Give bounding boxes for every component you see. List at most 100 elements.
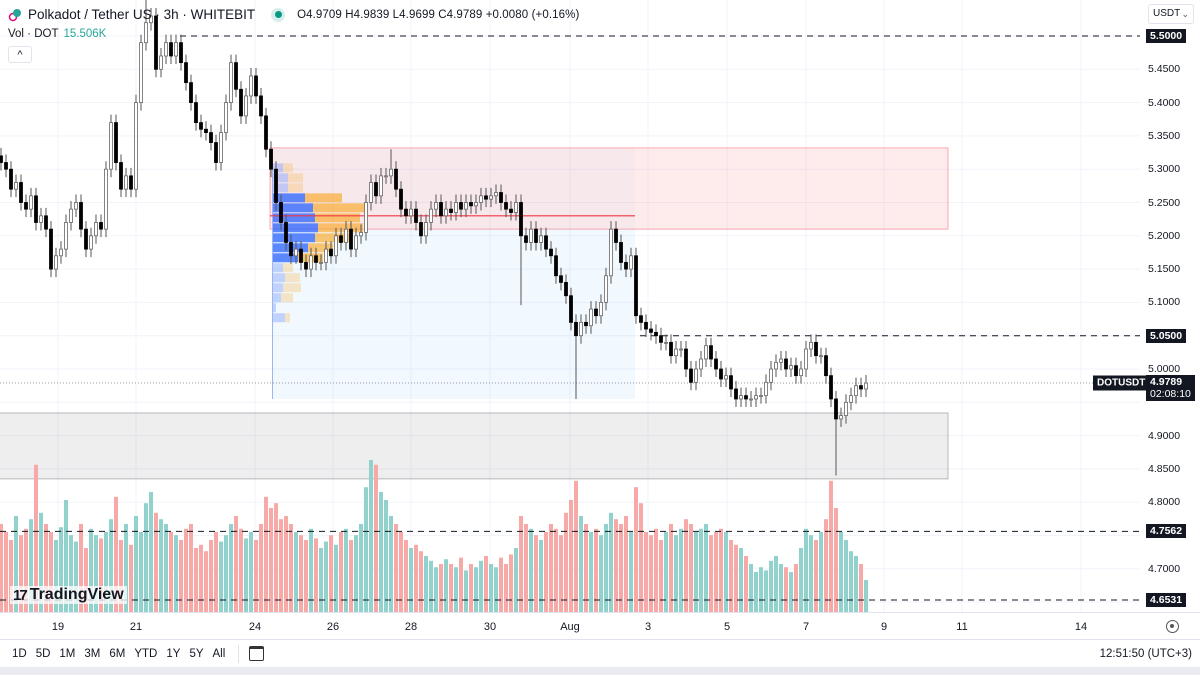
candle-down	[79, 202, 83, 230]
price-tick-label: 5.0000	[1148, 363, 1181, 375]
volume-bar	[314, 538, 318, 612]
candle-down	[654, 331, 658, 337]
volume-bar	[849, 551, 853, 612]
volume-profile-up-bar	[273, 193, 305, 203]
volume-bar	[179, 540, 183, 612]
calendar-goto-icon[interactable]	[249, 646, 264, 661]
volume-bar	[854, 556, 858, 612]
volume-profile-up-bar	[273, 313, 285, 323]
volume-bar	[29, 519, 33, 612]
candle-down	[639, 315, 643, 323]
candle-up	[589, 308, 593, 327]
candle-up	[64, 222, 68, 250]
candle-down	[114, 122, 118, 163]
volume-bar	[319, 548, 323, 612]
candle-up	[424, 222, 428, 237]
time-tick-label: 9	[880, 621, 888, 633]
volume-bar	[214, 532, 218, 612]
range-button-5d[interactable]: 5D	[35, 648, 51, 660]
symbol-title[interactable]: Polkadot / Tether US · 3h · WHITEBIT	[28, 7, 256, 22]
candle-down	[729, 375, 733, 390]
volume-bar	[714, 532, 718, 612]
range-button-1m[interactable]: 1M	[59, 648, 76, 660]
volume-bar	[339, 532, 343, 612]
candle-down	[834, 398, 838, 420]
time-axis[interactable]: 19 21 24 26 28 30 Aug 3 5 7 9 11 14	[0, 612, 1200, 639]
candle-down	[99, 222, 103, 230]
price-tick-label: 5.1500	[1148, 263, 1181, 276]
volume-bar	[799, 548, 803, 612]
candle-down	[299, 248, 303, 263]
market-status-icon	[271, 7, 286, 22]
volume-bar	[429, 560, 433, 612]
volume-bar	[649, 535, 653, 612]
volume-profile-up-bar	[273, 213, 315, 223]
candle-up	[29, 195, 33, 210]
volume-bar	[129, 544, 133, 612]
volume-bar	[704, 524, 708, 612]
range-button-5y[interactable]: 5Y	[189, 648, 204, 660]
range-button-all[interactable]: All	[212, 648, 226, 660]
price-level-label: 4.6531	[1146, 593, 1187, 608]
volume-profile-down-bar	[285, 313, 290, 323]
volume-bar	[304, 540, 308, 612]
volume-bar	[289, 524, 293, 612]
collapse-legend-button[interactable]: ^	[8, 46, 32, 63]
candle-up	[219, 132, 223, 163]
volume-bar	[559, 535, 563, 612]
price-chart[interactable]	[0, 0, 1140, 612]
volume-profile-down-bar	[281, 293, 293, 303]
volume-bar	[254, 540, 258, 612]
candle-up	[464, 202, 468, 210]
candle-down	[549, 248, 553, 257]
range-button-1d[interactable]: 1D	[12, 648, 27, 660]
volume-profile-down-bar	[313, 203, 368, 213]
volume-bar	[249, 532, 253, 612]
time-tick-label: 3	[644, 621, 652, 633]
candle-down	[534, 228, 538, 243]
volume-bar	[619, 524, 623, 612]
time-tick-label: 14	[1074, 621, 1088, 633]
volume-bar	[419, 551, 423, 612]
volume-bar	[699, 528, 703, 612]
volume-bar	[709, 535, 713, 612]
candle-up	[164, 42, 168, 57]
currency-select[interactable]: USDT ⌄	[1148, 4, 1194, 24]
candle-up	[174, 42, 178, 57]
candle-up	[14, 182, 18, 190]
volume-bar	[504, 564, 508, 612]
volume-bar	[534, 535, 538, 612]
volume-bar	[14, 516, 18, 612]
volume-bar	[474, 567, 478, 612]
candle-down	[44, 215, 48, 230]
volume-bar	[389, 516, 393, 612]
candle-up	[54, 255, 58, 270]
candle-down	[659, 335, 663, 343]
polkadot-logo-icon	[8, 8, 21, 21]
range-button-3m[interactable]: 3M	[84, 648, 101, 660]
time-tick-label: 21	[129, 621, 143, 633]
volume-bar	[224, 535, 228, 612]
volume-bar	[574, 480, 578, 612]
eye-icon[interactable]	[1166, 620, 1179, 633]
volume-profile-up-bar	[273, 163, 283, 173]
candle-up	[779, 358, 783, 363]
candle-down	[399, 188, 403, 210]
range-button-1y[interactable]: 1Y	[166, 648, 181, 660]
candle-down	[484, 195, 488, 200]
volume-profile-up-bar	[273, 303, 276, 313]
candle-up	[844, 401, 848, 417]
candle-down	[564, 282, 568, 297]
volume-bar	[114, 496, 118, 612]
range-button-6m[interactable]: 6M	[109, 648, 126, 660]
volume-bar	[229, 524, 233, 612]
candle-down	[824, 355, 828, 377]
candle-up	[609, 228, 613, 277]
candle-up	[629, 255, 633, 270]
clock-timezone[interactable]: 12:51:50 (UTC+3)	[1099, 648, 1192, 660]
volume-bar	[479, 560, 483, 612]
candle-up	[849, 395, 853, 403]
range-button-ytd[interactable]: YTD	[134, 648, 158, 660]
volume-bar	[154, 512, 158, 612]
candle-down	[634, 255, 638, 317]
